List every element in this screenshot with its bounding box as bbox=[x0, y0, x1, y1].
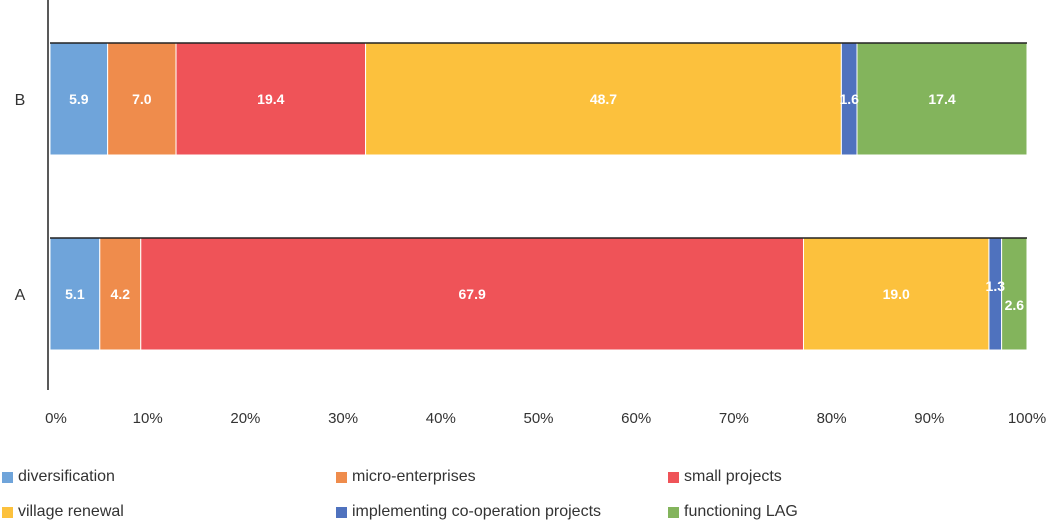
legend-label: micro-enterprises bbox=[352, 468, 476, 485]
x-tick-label: 70% bbox=[719, 410, 749, 427]
data-label: 4.2 bbox=[111, 286, 131, 302]
legend-item: small projects bbox=[668, 468, 782, 486]
legend-swatch bbox=[336, 471, 347, 483]
legend-item: micro-enterprises bbox=[336, 468, 476, 486]
x-tick-label: 60% bbox=[621, 410, 651, 427]
bar-segment-A-5 bbox=[1001, 237, 1028, 351]
legend-label: small projects bbox=[684, 468, 782, 485]
legend-swatch bbox=[2, 506, 13, 518]
data-label: 1.3 bbox=[986, 278, 1006, 294]
x-tick-label: 100% bbox=[1008, 410, 1046, 427]
x-tick-label: 20% bbox=[230, 410, 260, 427]
bar-segment-A-4 bbox=[988, 237, 1003, 351]
legend-label: functioning LAG bbox=[684, 503, 798, 520]
data-label: 5.9 bbox=[69, 91, 89, 107]
data-label: 7.0 bbox=[132, 91, 152, 107]
data-label: 67.9 bbox=[459, 286, 486, 302]
legend-swatch bbox=[668, 471, 679, 483]
x-tick-label: 40% bbox=[426, 410, 456, 427]
bar-segment-A-3 bbox=[802, 237, 990, 351]
x-tick-label: 50% bbox=[523, 410, 553, 427]
data-label: 17.4 bbox=[928, 91, 955, 107]
stacked-bar-chart: 5.9 7.0 19.4 48.7 1.6 17.4 B 5.1 4.2 67.9 19.0 1.3 2… bbox=[15, 0, 1046, 427]
x-tick-label: 10% bbox=[133, 410, 163, 427]
legend-item: functioning LAG bbox=[668, 503, 798, 521]
legend-swatch bbox=[2, 471, 13, 483]
data-label: 19.0 bbox=[883, 286, 910, 302]
category-label: B bbox=[15, 92, 26, 109]
bar-segment-B-5 bbox=[856, 42, 1028, 156]
legend-item: village renewal bbox=[2, 503, 124, 521]
legend-swatch bbox=[668, 506, 679, 518]
legend-item: implementing co-operation projects bbox=[336, 503, 601, 521]
legend-swatch bbox=[336, 506, 347, 518]
legend-label: diversification bbox=[18, 468, 115, 485]
data-label: 5.1 bbox=[65, 286, 85, 302]
legend-item: diversification bbox=[2, 468, 115, 486]
x-tick-label: 30% bbox=[328, 410, 358, 427]
data-label: 2.6 bbox=[1005, 297, 1025, 313]
bar-segment-B-1 bbox=[107, 42, 177, 156]
x-tick-label: 0% bbox=[45, 410, 67, 427]
category-label: A bbox=[15, 287, 26, 304]
data-label: 1.6 bbox=[839, 91, 859, 107]
bar-segment-B-0 bbox=[49, 42, 109, 156]
x-tick-label: 90% bbox=[914, 410, 944, 427]
legend-label: village renewal bbox=[18, 503, 124, 520]
legend-label: implementing co-operation projects bbox=[352, 503, 602, 520]
data-label: 19.4 bbox=[257, 91, 284, 107]
bar-segment-B-3 bbox=[365, 42, 842, 156]
data-label: 48.7 bbox=[590, 91, 617, 107]
x-tick-label: 80% bbox=[817, 410, 847, 427]
bar-segment-A-0 bbox=[49, 237, 101, 351]
